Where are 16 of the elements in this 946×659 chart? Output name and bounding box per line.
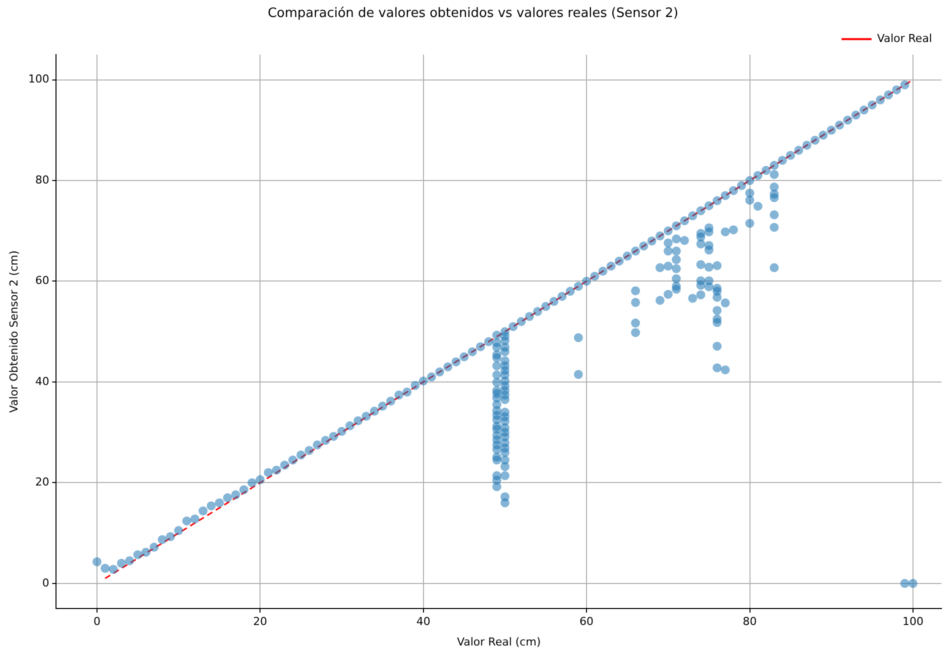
x-axis-title: Valor Real (cm): [456, 635, 541, 648]
x-tick-label: 0: [93, 615, 100, 628]
x-tick-label: 20: [253, 615, 268, 628]
y-tick-label: 80: [35, 173, 50, 186]
x-tick-label: 40: [416, 615, 430, 628]
x-tick-label: 60: [580, 615, 594, 628]
y-tick-label: 100: [28, 72, 50, 86]
x-tick-label: 80: [742, 615, 757, 628]
legend-label: Valor Real: [877, 32, 932, 45]
chart-title: Comparación de valores obtenidos vs valores reales (Sensor 2): [268, 6, 678, 22]
y-tick-label: 20: [35, 476, 50, 489]
y-tick-label: 60: [35, 274, 50, 288]
y-tick-label: 0: [42, 576, 50, 590]
y-tick-label: 40: [35, 374, 50, 388]
y-axis-title: Valor Obtenido Sensor 2 (cm): [7, 250, 20, 413]
x-tick-label: 100: [902, 615, 924, 628]
